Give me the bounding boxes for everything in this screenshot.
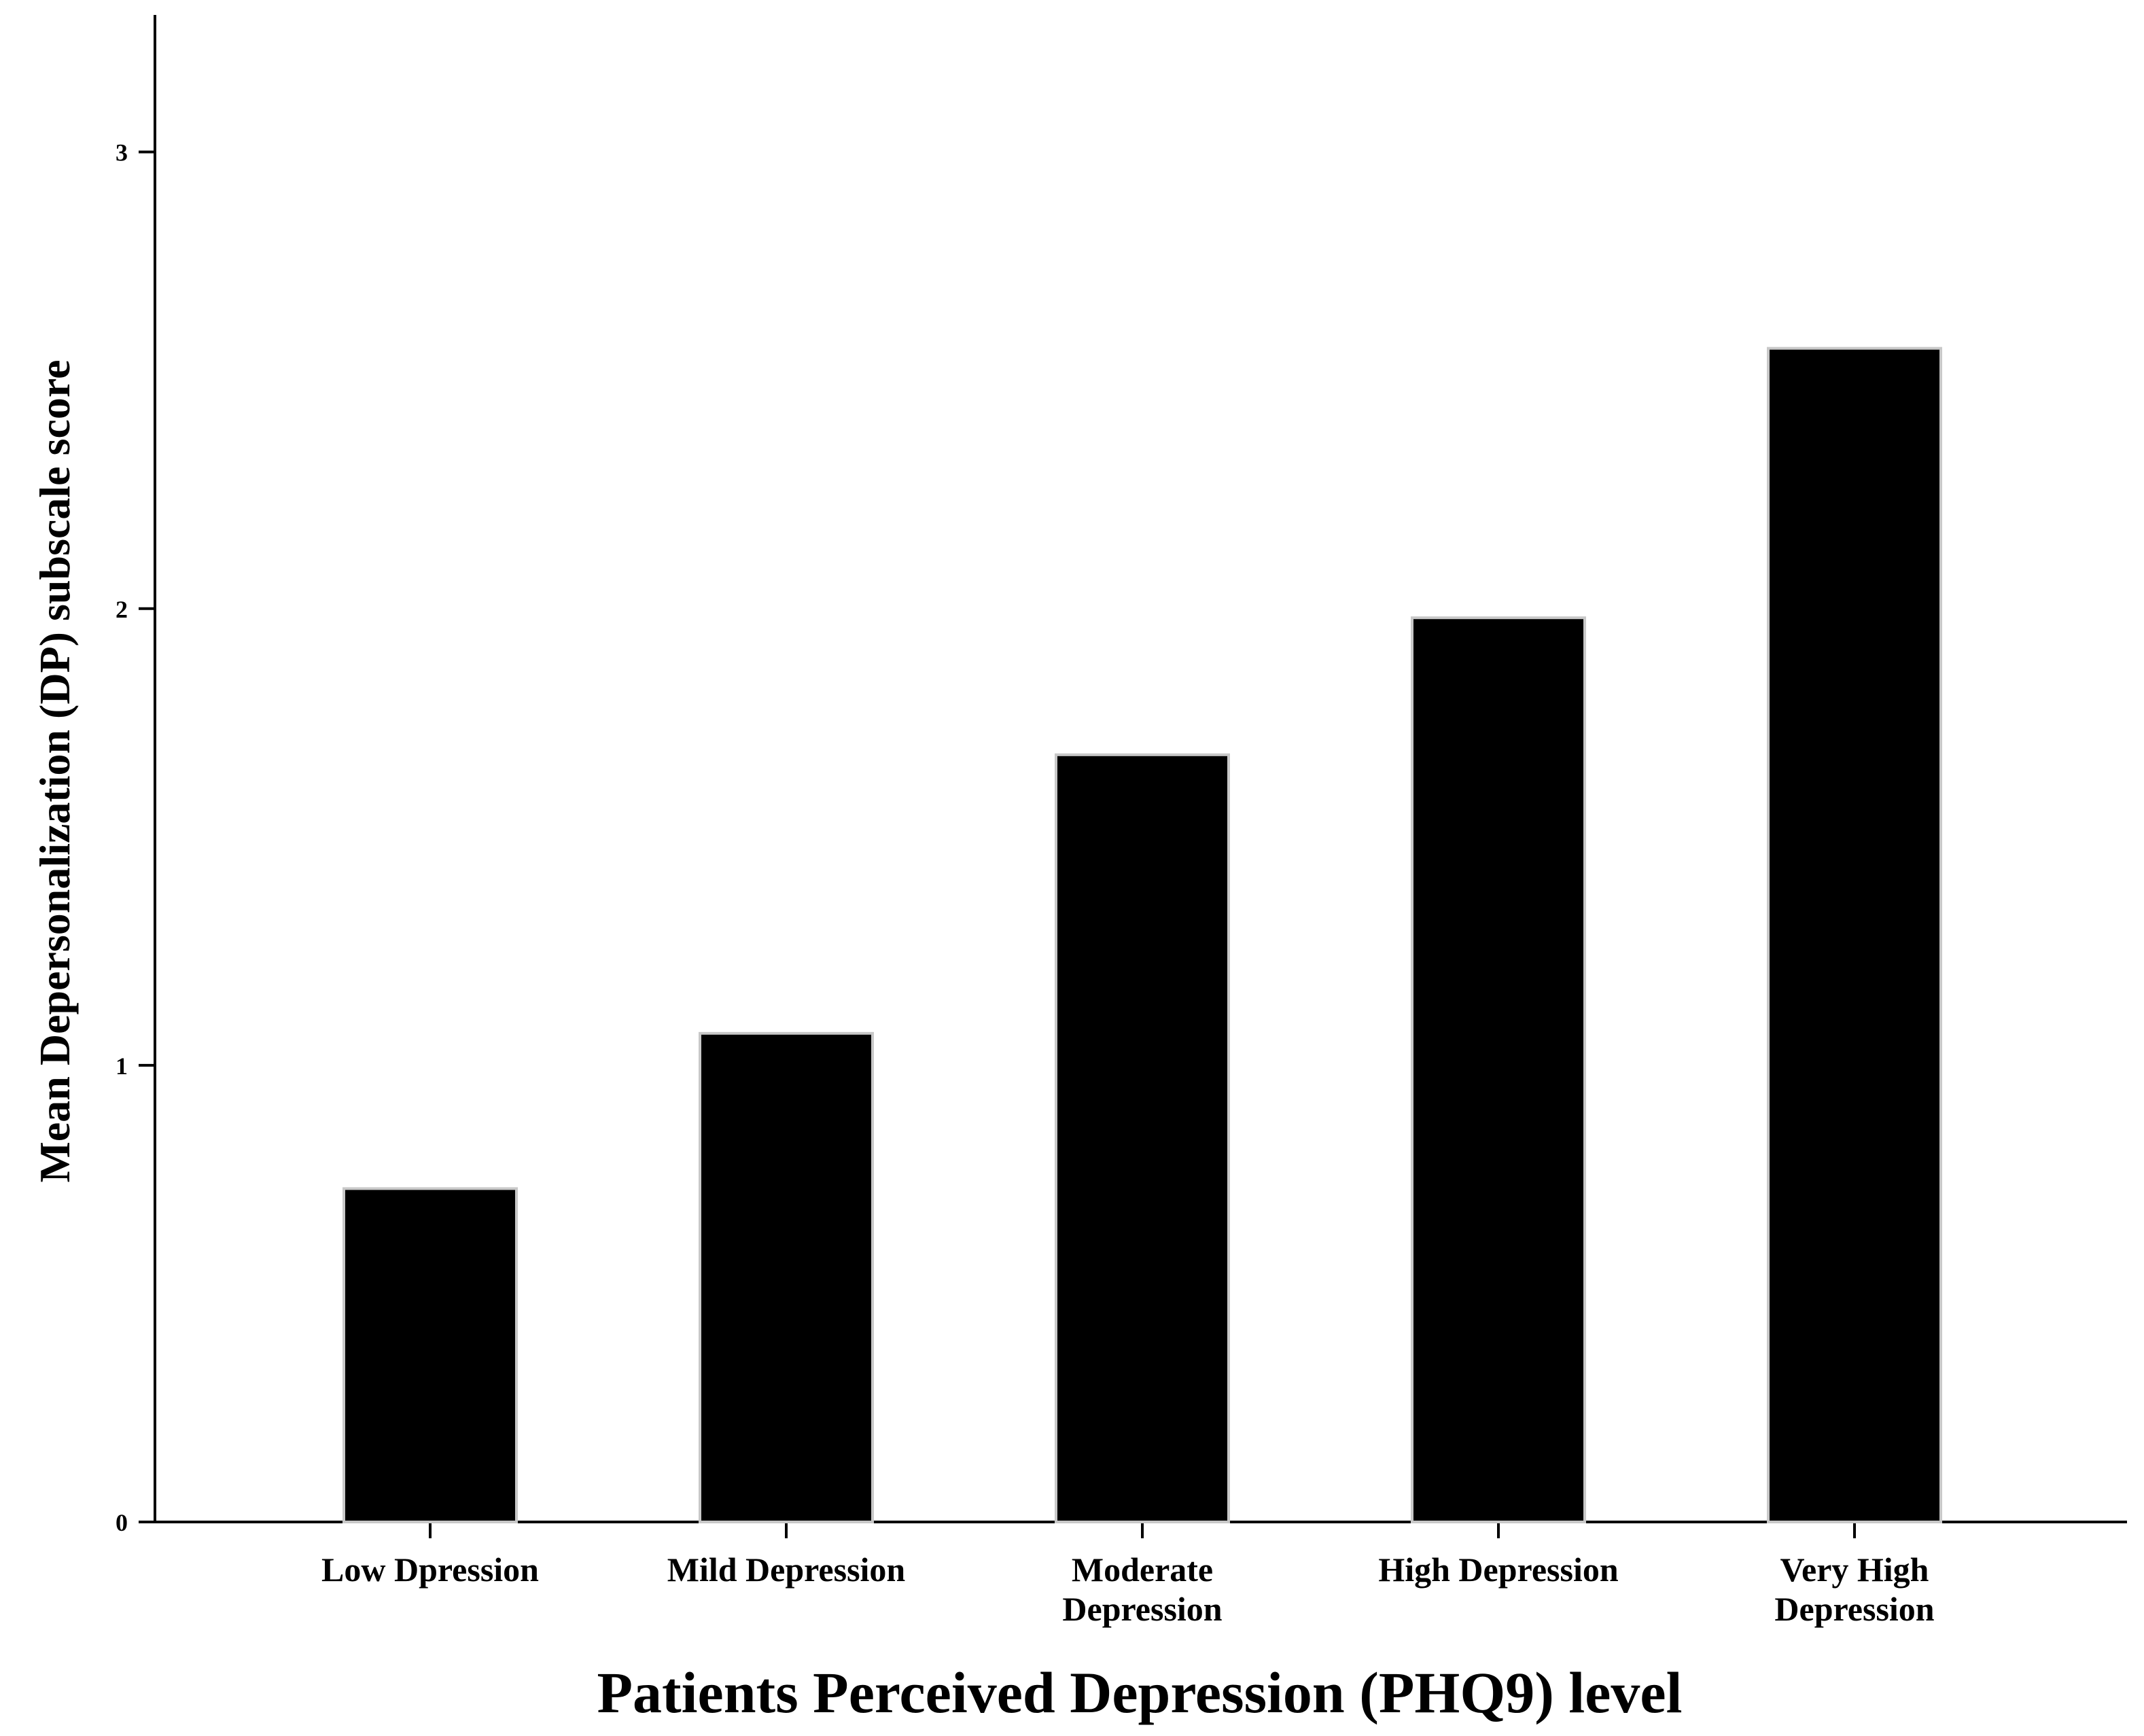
x-tick-label: Low Dpression — [321, 1551, 539, 1589]
bar — [1767, 347, 1942, 1524]
bar — [1411, 616, 1586, 1524]
y-axis-title: Mean Depersonalization (DP) subscale sco… — [31, 359, 79, 1182]
y-tick-label: 2 — [116, 596, 128, 623]
y-tick-label: 3 — [116, 139, 128, 166]
labels: 0 1 2 3 Low Dpression Mild Depression Moderate… — [31, 139, 1935, 1725]
bar — [699, 1031, 874, 1523]
x-tick-label: High Depression — [1378, 1551, 1618, 1589]
bars — [342, 347, 1942, 1524]
x-axis-title: Patients Perceived Depression (PHQ9) lev… — [597, 1660, 1682, 1725]
x-tick-label: Very High Depression — [1774, 1551, 1934, 1628]
y-tick-label: 1 — [116, 1052, 128, 1080]
bar — [342, 1187, 518, 1524]
y-tick-label: 0 — [116, 1509, 128, 1536]
x-tick-label: Moderate Depression — [1062, 1551, 1222, 1628]
x-tick-label: Mild Depression — [667, 1551, 906, 1589]
bar — [1055, 753, 1230, 1523]
